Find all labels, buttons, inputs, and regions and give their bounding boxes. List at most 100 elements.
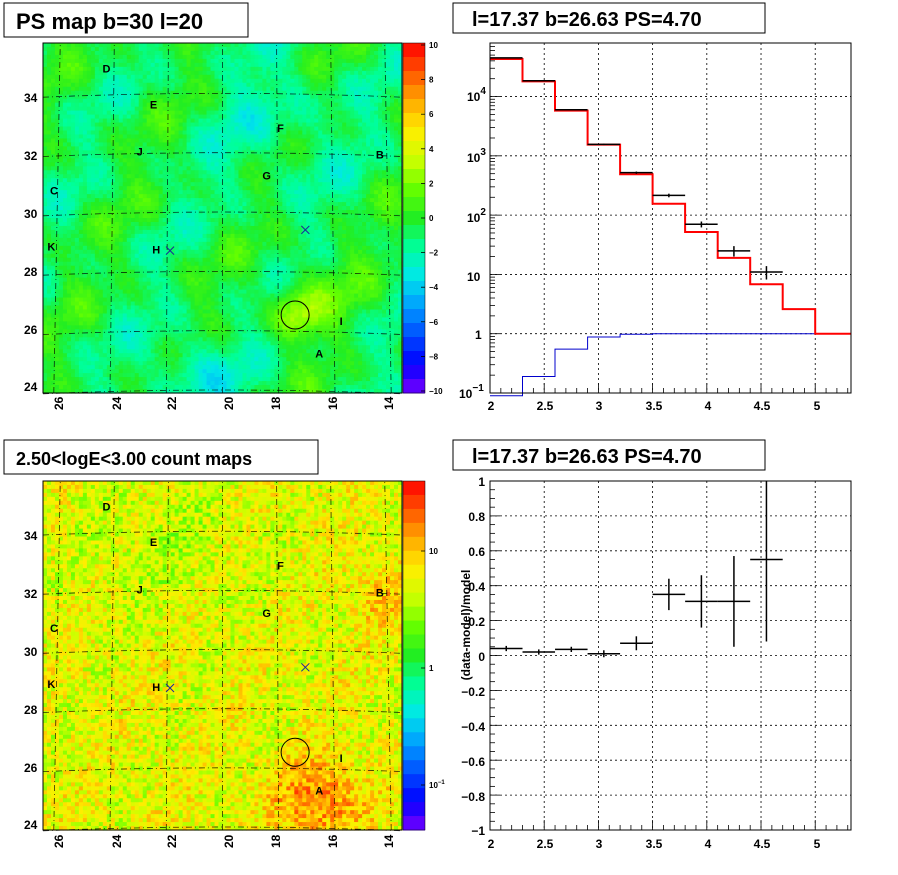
map-pixel — [50, 118, 56, 124]
map-pixel — [266, 138, 271, 144]
map-pixel — [230, 66, 236, 72]
map-pixel — [374, 210, 379, 215]
map-pixel — [158, 78, 164, 84]
map-pixel — [50, 253, 56, 259]
map-pixel — [374, 74, 379, 80]
map-pixel — [266, 166, 271, 171]
map-pixel — [382, 194, 387, 199]
map-pixel — [174, 50, 180, 56]
map-pixel — [178, 110, 184, 116]
map-pixel — [194, 74, 200, 80]
map-pixel — [382, 206, 387, 211]
map-pixel — [194, 194, 200, 199]
map-pixel — [78, 43, 84, 48]
map-pixel — [50, 78, 56, 84]
map-pixel — [50, 86, 56, 92]
map-pixel — [382, 182, 387, 187]
map-pixel — [78, 62, 84, 68]
map-pixel — [54, 98, 60, 104]
map-pixel — [314, 257, 319, 263]
map-pixel — [274, 214, 279, 219]
map-pixel — [366, 214, 371, 219]
map-pixel — [178, 82, 184, 88]
map-pixel — [190, 118, 196, 124]
map-pixel — [286, 138, 291, 144]
map-pixel — [110, 186, 116, 191]
map-pixel — [122, 198, 128, 203]
map-pixel — [350, 122, 355, 128]
map-pixel — [286, 174, 291, 179]
map-pixel — [390, 58, 395, 64]
map-pixel — [386, 146, 391, 151]
map-pixel — [358, 130, 363, 136]
map-pixel — [43, 134, 48, 140]
map-pixel — [306, 158, 311, 163]
map-pixel — [374, 218, 379, 223]
map-pixel — [334, 245, 339, 251]
map-pixel — [190, 210, 196, 215]
map-pixel — [270, 106, 275, 112]
map-pixel — [126, 194, 132, 199]
map-pixel — [94, 106, 100, 112]
map-pixel — [202, 106, 208, 112]
map-pixel — [90, 138, 96, 144]
map-pixel — [394, 106, 399, 112]
map-pixel — [362, 182, 367, 187]
map-pixel — [382, 106, 387, 112]
map-pixel — [302, 237, 307, 243]
map-pixel — [54, 202, 60, 207]
map-pixel — [58, 261, 64, 267]
map-pixel — [62, 237, 68, 243]
map-pixel — [250, 134, 256, 140]
map-pixel — [270, 138, 275, 144]
map-pixel — [234, 122, 240, 128]
map-pixel — [294, 237, 299, 243]
map-pixel — [210, 98, 216, 104]
map-pixel — [90, 86, 96, 92]
map-pixel — [142, 158, 148, 163]
map-pixel — [46, 66, 52, 72]
map-pixel — [202, 182, 208, 187]
map-pixel — [170, 86, 176, 92]
map-pixel — [382, 150, 387, 155]
map-pixel — [270, 249, 275, 255]
map-pixel — [366, 46, 371, 52]
map-pixel — [318, 162, 323, 167]
map-pixel — [314, 86, 319, 92]
map-pixel — [50, 102, 56, 108]
map-pixel — [314, 138, 319, 144]
map-pixel — [262, 249, 267, 255]
map-pixel — [398, 110, 403, 116]
map-pixel — [66, 158, 72, 163]
map-pixel — [130, 178, 136, 183]
map-pixel — [346, 202, 351, 207]
map-pixel — [182, 134, 188, 140]
map-pixel — [262, 43, 267, 48]
map-pixel — [178, 46, 184, 52]
map-pixel — [162, 245, 168, 251]
map-pixel — [194, 150, 200, 155]
map-pixel — [310, 150, 315, 155]
map-pixel — [218, 138, 224, 144]
map-pixel — [170, 46, 176, 52]
map-pixel — [290, 98, 295, 104]
map-pixel — [182, 122, 188, 128]
map-pixel — [318, 178, 323, 183]
map-pixel — [166, 237, 172, 243]
map-pixel — [246, 126, 252, 132]
map-pixel — [66, 70, 72, 76]
map-pixel — [142, 174, 148, 179]
map-pixel — [290, 174, 295, 179]
map-pixel — [102, 98, 108, 104]
map-pixel — [146, 118, 152, 124]
map-pixel — [170, 94, 176, 100]
map-pixel — [286, 202, 291, 207]
map-pixel — [122, 110, 128, 116]
map-pixel — [214, 106, 220, 112]
map-pixel — [374, 194, 379, 199]
map-pixel — [346, 74, 351, 80]
map-pixel — [43, 90, 48, 96]
map-pixel — [398, 142, 403, 148]
map-pixel — [286, 66, 291, 72]
map-pixel — [138, 190, 144, 195]
